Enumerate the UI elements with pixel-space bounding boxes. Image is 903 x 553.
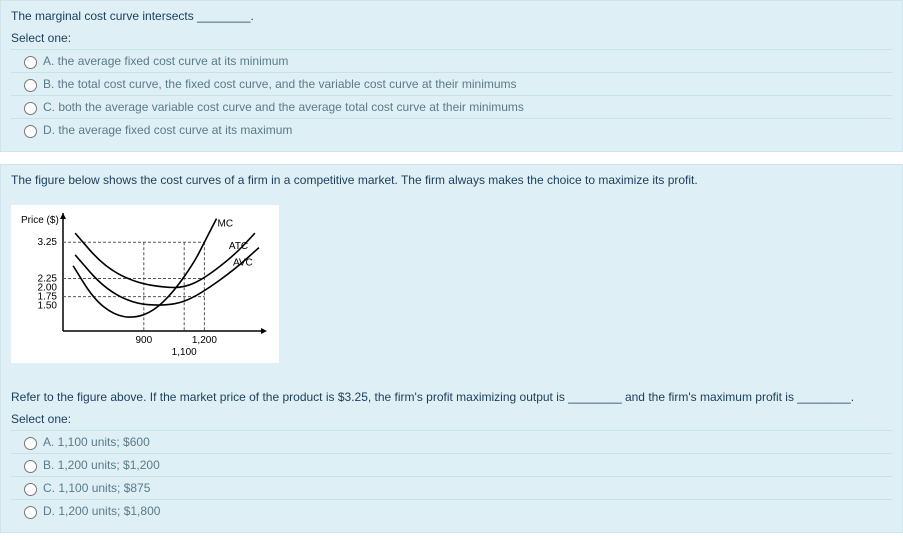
q1-radio-c[interactable] [24, 102, 37, 115]
svg-text:ATC: ATC [229, 241, 248, 252]
q1-select-one-label: Select one: [11, 31, 892, 45]
q2-option-label-b[interactable]: B. 1,200 units; $1,200 [43, 458, 160, 472]
q2-option-b[interactable]: B. 1,200 units; $1,200 [11, 453, 892, 476]
q2-radio-b[interactable] [24, 460, 37, 473]
svg-text:900: 900 [135, 335, 152, 346]
svg-text:MC: MC [218, 219, 234, 230]
q1-option-a[interactable]: A. the average fixed cost curve at its m… [11, 49, 892, 72]
q2-blank-1: ________ [568, 390, 621, 404]
q2-prompt-suffix: . [851, 390, 854, 404]
q1-option-label-d[interactable]: D. the average fixed cost curve at its m… [43, 123, 292, 137]
cost-curves-chart: Price ($)3.252.252.001.751.509001,2001,1… [15, 209, 275, 359]
q1-blank: ________ [197, 9, 250, 23]
q2-option-a[interactable]: A. 1,100 units; $600 [11, 430, 892, 453]
question-2: The figure below shows the cost curves o… [0, 164, 903, 533]
q1-option-c[interactable]: C. both the average variable cost curve … [11, 95, 892, 118]
q1-option-d[interactable]: D. the average fixed cost curve at its m… [11, 118, 892, 141]
q2-blank-2: ________ [797, 390, 850, 404]
question-1: The marginal cost curve intersects _____… [0, 0, 903, 152]
q1-options: A. the average fixed cost curve at its m… [11, 49, 892, 141]
q2-prompt-mid: and the firm's maximum profit is [622, 390, 798, 404]
q1-radio-d[interactable] [24, 125, 37, 138]
svg-text:Price ($): Price ($) [21, 215, 59, 226]
q1-option-label-b[interactable]: B. the total cost curve, the fixed cost … [43, 77, 517, 91]
q2-radio-c[interactable] [24, 483, 37, 496]
q2-option-c[interactable]: C. 1,100 units; $875 [11, 476, 892, 499]
q1-radio-b[interactable] [24, 79, 37, 92]
cost-curves-figure: Price ($)3.252.252.001.751.509001,2001,1… [11, 205, 279, 363]
q1-stem: The marginal cost curve intersects _____… [11, 9, 892, 23]
svg-text:3.25: 3.25 [38, 237, 58, 248]
q1-option-b[interactable]: B. the total cost curve, the fixed cost … [11, 72, 892, 95]
q1-radio-a[interactable] [24, 56, 37, 69]
q2-prompt-prefix: Refer to the figure above. If the market… [11, 390, 568, 404]
q2-option-label-d[interactable]: D. 1,200 units; $1,800 [43, 504, 160, 518]
q2-radio-d[interactable] [24, 506, 37, 519]
q2-radio-a[interactable] [24, 437, 37, 450]
q1-option-label-c[interactable]: C. both the average variable cost curve … [43, 100, 524, 114]
q2-intro: The figure below shows the cost curves o… [11, 173, 892, 187]
svg-text:1.50: 1.50 [38, 301, 58, 312]
q2-options: A. 1,100 units; $600 B. 1,200 units; $1,2… [11, 430, 892, 522]
q1-stem-suffix: . [250, 9, 253, 23]
q2-select-one-label: Select one: [11, 412, 892, 426]
q1-option-label-a[interactable]: A. the average fixed cost curve at its m… [43, 54, 288, 68]
q2-option-label-a[interactable]: A. 1,100 units; $600 [43, 435, 150, 449]
q1-stem-prefix: The marginal cost curve intersects [11, 9, 197, 23]
q2-option-label-c[interactable]: C. 1,100 units; $875 [43, 481, 150, 495]
svg-text:1,200: 1,200 [192, 335, 217, 346]
svg-text:AVC: AVC [233, 258, 253, 269]
svg-text:1,100: 1,100 [172, 347, 197, 358]
q2-option-d[interactable]: D. 1,200 units; $1,800 [11, 499, 892, 522]
q2-prompt: Refer to the figure above. If the market… [11, 390, 892, 404]
